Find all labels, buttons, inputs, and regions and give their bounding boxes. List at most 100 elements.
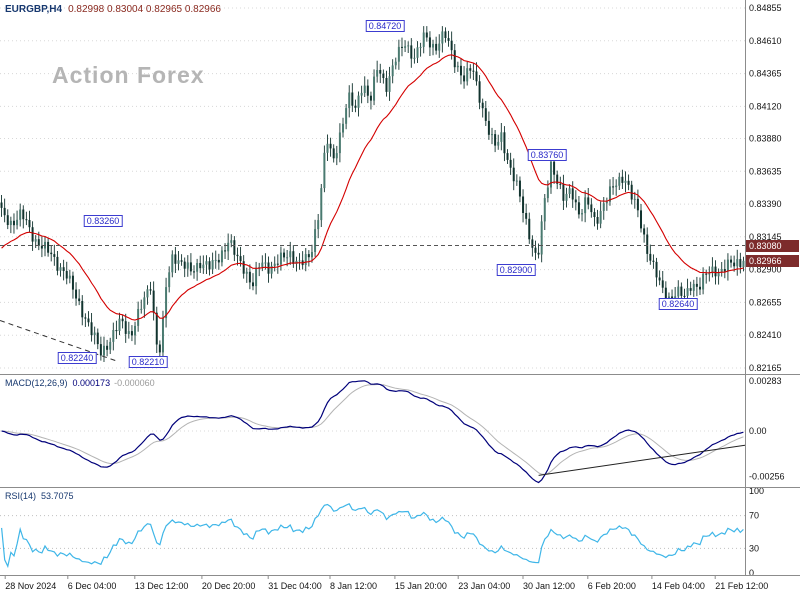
candle	[323, 152, 326, 189]
current-price-tag: 0.82966	[746, 255, 799, 267]
candle	[733, 262, 736, 267]
candle	[59, 267, 62, 271]
candle	[19, 209, 22, 220]
macd-trendline[interactable]	[538, 444, 746, 476]
candle	[432, 43, 435, 48]
candle	[730, 259, 733, 263]
candle	[388, 76, 391, 92]
candle	[81, 301, 84, 318]
candle	[720, 269, 723, 273]
time-axis[interactable]: 28 Nov 2024 6 Dec 04:00 13 Dec 12:00 20 Dec…	[4, 575, 768, 592]
candle	[708, 273, 711, 275]
price-axis-label: 0.84365	[749, 69, 782, 79]
candle	[338, 132, 341, 154]
time-axis-label: 31 Dec 04:00	[268, 581, 322, 591]
candle	[568, 188, 571, 194]
candle	[633, 198, 636, 200]
candle	[31, 227, 34, 242]
candle	[186, 262, 189, 269]
candle	[96, 332, 99, 345]
candle	[289, 251, 292, 258]
candle	[506, 153, 509, 160]
rsi-axis-label: 0	[749, 568, 754, 578]
candle	[270, 265, 273, 274]
candle	[698, 286, 701, 290]
macd-axis[interactable]: 0.00283 0.00 -0.00256	[749, 376, 785, 482]
candle	[410, 45, 413, 59]
candle	[438, 43, 441, 51]
candle	[332, 148, 335, 159]
candle	[53, 254, 56, 257]
candle	[233, 240, 236, 255]
candle	[307, 254, 310, 258]
price-annotation-label[interactable]: 0.82900	[496, 264, 536, 276]
price-annotation-label[interactable]: 0.84720	[365, 20, 405, 32]
candle	[9, 220, 12, 225]
macd-axis-label: 0.00283	[749, 376, 782, 386]
candle	[624, 180, 627, 183]
candle	[587, 197, 590, 205]
macd-value-main: 0.000173	[72, 378, 111, 388]
price-annotation-label[interactable]: 0.83760	[527, 149, 567, 161]
candle	[466, 68, 469, 82]
candle	[615, 185, 618, 188]
candle	[165, 287, 168, 319]
rsi-axis-label: 70	[749, 511, 759, 521]
rsi-axis[interactable]: 100 70 30 0	[749, 486, 764, 578]
price-annotation-label[interactable]: 0.82640	[658, 298, 698, 310]
moving-average-line	[1, 54, 744, 321]
chart-title: EURGBP,H4 0.82998 0.83004 0.82965 0.82966	[5, 4, 221, 15]
candle	[286, 257, 289, 259]
candle	[509, 159, 512, 168]
macd-indicator-label: MACD(12,26,9) 0.000173 -0.000060	[5, 378, 155, 388]
price-axis-label: 0.84610	[749, 36, 782, 46]
candle	[556, 174, 559, 184]
price-annotation-label[interactable]: 0.82210	[128, 356, 168, 368]
candle	[413, 57, 416, 59]
candle	[121, 318, 124, 322]
candle	[146, 289, 149, 298]
candle	[236, 254, 239, 257]
price-axis[interactable]: 0.84855 0.84610 0.84365 0.84120 0.83880 0.836…	[749, 3, 782, 373]
candle	[68, 275, 71, 279]
candle	[608, 186, 611, 202]
time-axis-label: 23 Jan 04:00	[458, 581, 510, 591]
price-annotation-label[interactable]: 0.82240	[57, 352, 97, 364]
candle	[546, 187, 549, 199]
candle	[400, 46, 403, 48]
candle	[456, 65, 459, 68]
candle	[571, 188, 574, 200]
candle	[599, 210, 602, 224]
time-axis-label: 8 Jan 12:00	[330, 581, 377, 591]
candle	[525, 213, 528, 219]
candle	[345, 108, 348, 124]
candle	[537, 252, 540, 255]
candle	[202, 264, 205, 269]
candle	[90, 322, 93, 336]
price-annotation-label[interactable]: 0.83260	[83, 215, 123, 227]
candle	[255, 267, 258, 287]
candle	[391, 65, 394, 77]
candle	[584, 197, 587, 214]
candle	[512, 167, 515, 182]
candle	[12, 220, 15, 226]
time-axis-label: 13 Dec 12:00	[135, 581, 189, 591]
candle	[227, 242, 230, 252]
candle	[283, 252, 286, 258]
candle	[369, 95, 372, 101]
candle	[419, 46, 422, 48]
candle	[134, 325, 137, 336]
candle	[531, 239, 534, 248]
candle	[491, 134, 494, 136]
price-gridlines	[0, 7, 745, 369]
candle	[435, 43, 438, 51]
level-price-tag[interactable]: 0.83080	[746, 240, 799, 252]
candle	[366, 85, 369, 96]
candle	[224, 250, 227, 252]
time-axis-label: 21 Feb 12:00	[715, 581, 768, 591]
candle	[394, 61, 397, 66]
candle	[373, 76, 376, 101]
candle	[354, 105, 357, 108]
